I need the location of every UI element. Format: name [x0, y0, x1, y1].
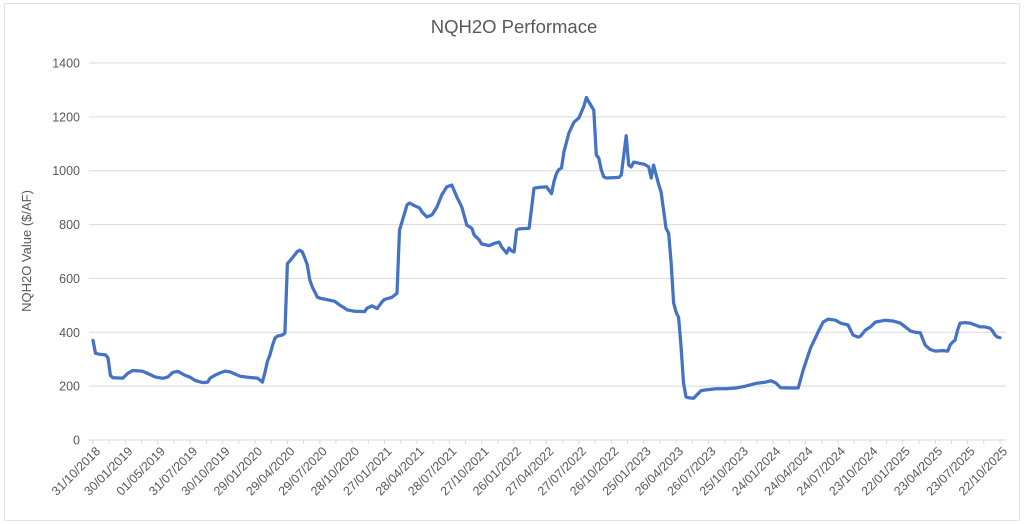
series-line: [91, 95, 1002, 400]
y-tick-label: 1400: [52, 57, 80, 71]
y-tick-label: 400: [59, 326, 80, 340]
y-tick-label: 0: [73, 434, 80, 448]
y-tick-label: 1200: [52, 110, 80, 124]
chart-title: NQH2O Performace: [431, 16, 598, 37]
y-tick-label: 800: [59, 218, 80, 232]
y-tick-label: 200: [59, 380, 80, 394]
y-axis-title: NQH2O Value ($/AF): [19, 190, 34, 312]
y-tick-label: 600: [59, 272, 80, 286]
y-tick-label: 1000: [52, 164, 80, 178]
